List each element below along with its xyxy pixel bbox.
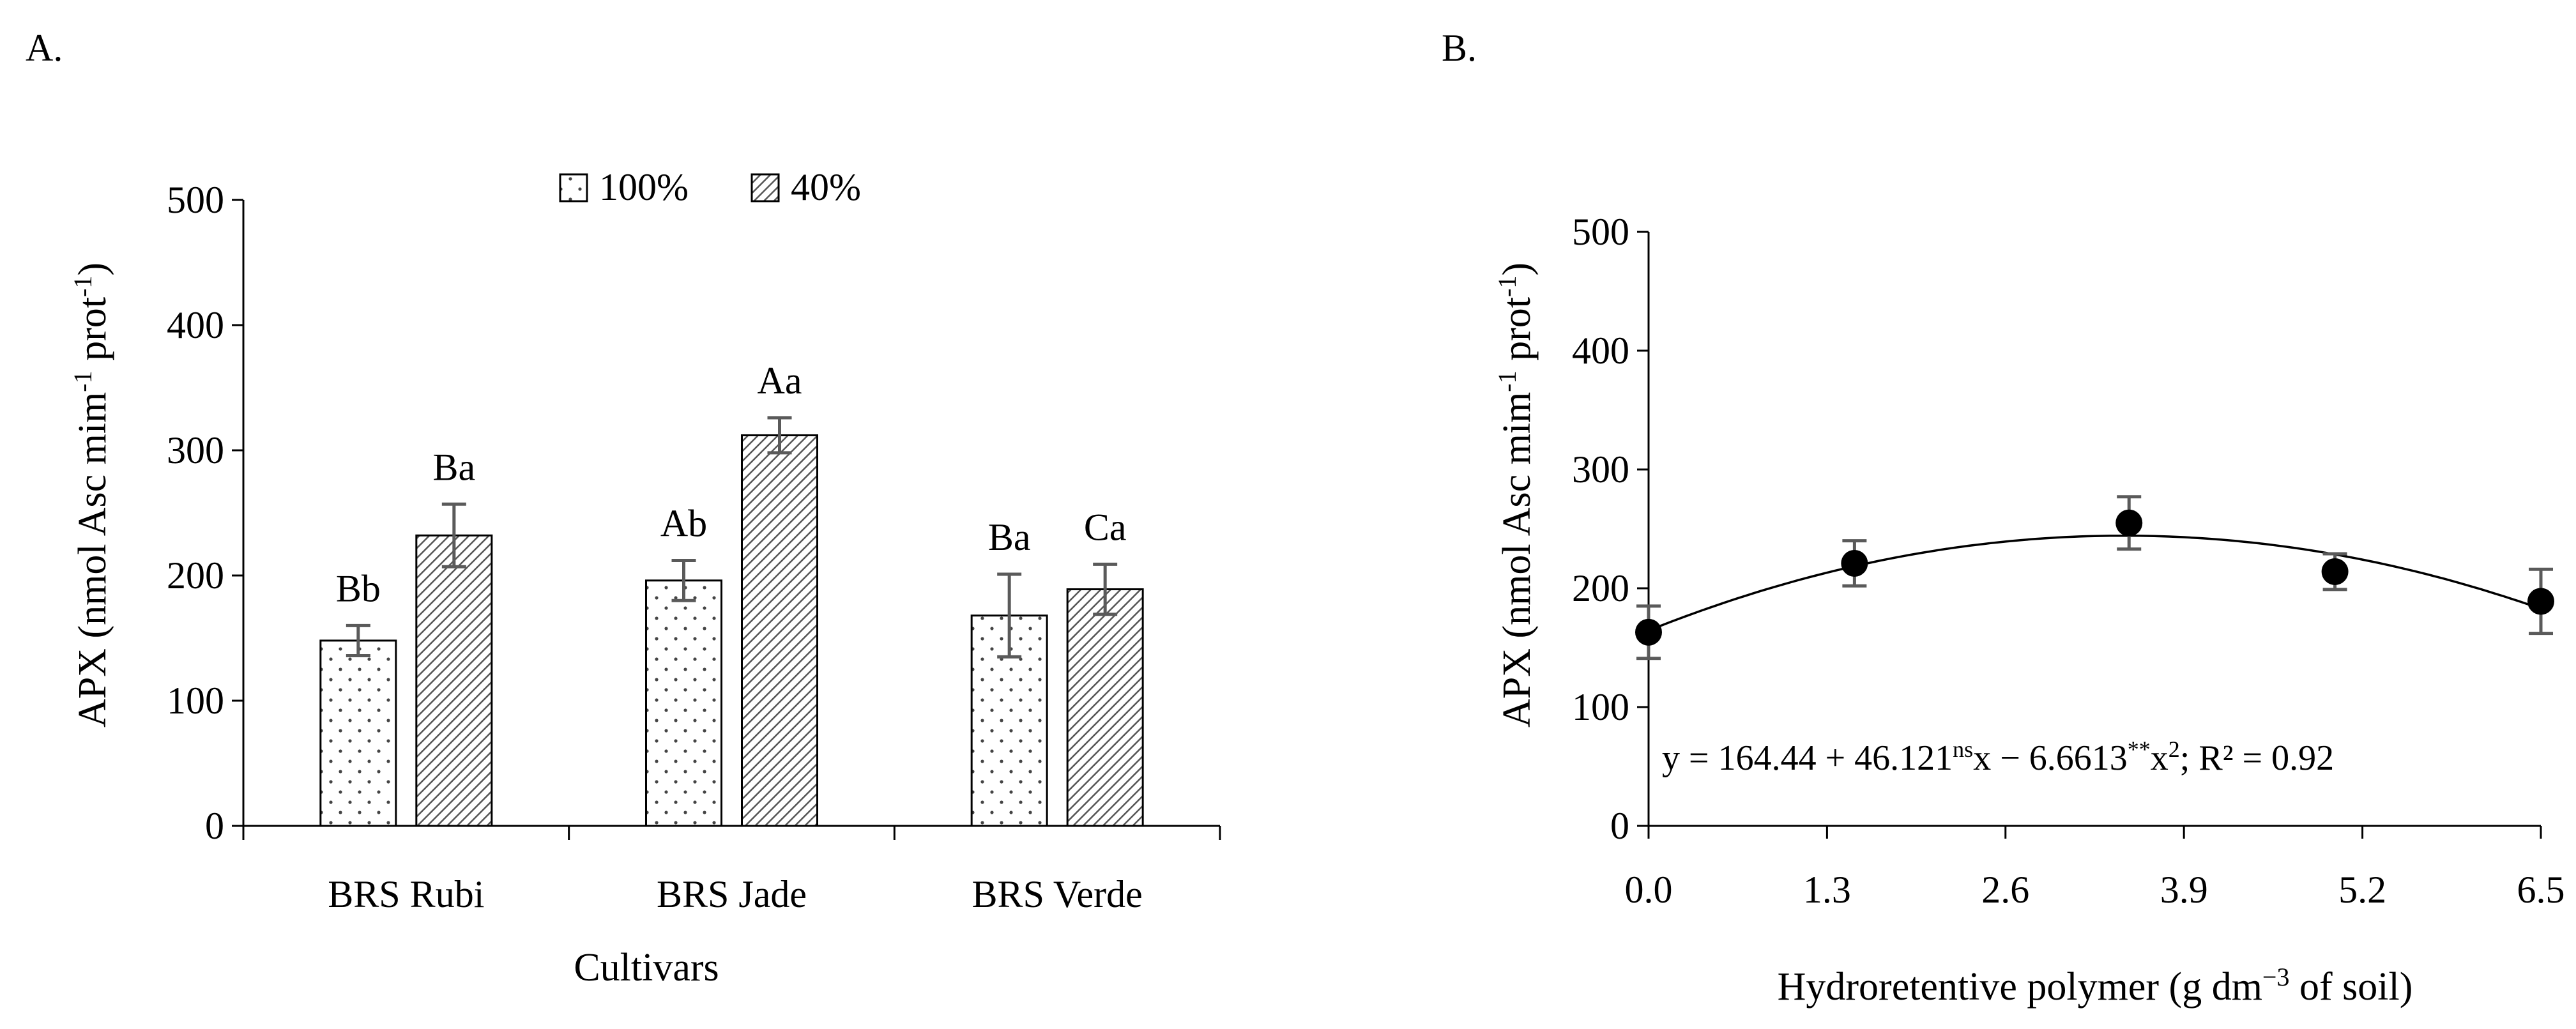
panel-a-x-axis: BRS Rubi BRS Jade BRS Verde — [242, 826, 1221, 915]
x-tick-label: 0.0 — [1625, 869, 1673, 911]
significance-letter: Ab — [660, 502, 707, 544]
data-point — [1635, 618, 1662, 646]
legend: 100% 40% — [559, 166, 861, 208]
y-tick-label: 500 — [167, 179, 224, 221]
y-tick-label: 0 — [205, 805, 224, 847]
legend-swatch-100 — [559, 173, 588, 202]
panel-b-label: B. — [1442, 27, 1477, 69]
y-tick-label: 100 — [167, 680, 224, 722]
significance-letter: Ca — [1084, 506, 1127, 548]
panel-a-x-axis-title: Cultivars — [574, 946, 719, 989]
y-tick-label: 400 — [167, 304, 224, 346]
panel-b: B. APX (nmol Asc mim-1 prot-1) 0 100 200 30… — [1442, 27, 2565, 1009]
legend-label-40: 40% — [791, 166, 861, 208]
legend-swatch-40 — [751, 173, 780, 202]
panel-b-points — [1635, 495, 2554, 660]
data-point — [2115, 509, 2143, 537]
significance-letter: Aa — [758, 360, 802, 402]
y-tick-label: 100 — [1572, 686, 1629, 728]
panel-a: A. APX (nmol Asc mim-1 prot-1) 0 100 200 30… — [26, 27, 1221, 989]
bar — [645, 579, 722, 827]
bar — [415, 534, 493, 827]
y-tick-label: 300 — [1572, 448, 1629, 491]
panel-b-x-axis-title: Hydroretentive polymer (g dm−3 of soil) — [1778, 963, 2413, 1009]
data-point — [1841, 549, 1868, 577]
x-tick-label: 5.2 — [2338, 869, 2386, 911]
panel-b-y-axis-title: APX (nmol Asc mim-1 prot-1) — [1493, 263, 1539, 728]
bar — [741, 434, 818, 827]
data-point — [2527, 588, 2554, 615]
panel-a-y-axis-title: APX (nmol Asc mim-1 prot-1) — [68, 263, 115, 728]
x-tick-label: 6.5 — [2517, 869, 2565, 911]
x-tick-label: 1.3 — [1803, 869, 1851, 911]
y-tick-label: 300 — [167, 429, 224, 471]
significance-letter: Ba — [433, 446, 476, 488]
panel-b-y-ticks: 0 100 200 300 400 500 — [1572, 211, 1649, 847]
significance-letter: Bb — [336, 567, 381, 609]
category-label: BRS Jade — [657, 873, 807, 915]
panel-a-bars: Bb Ab Ba Ba Aa Ca — [319, 360, 1144, 827]
legend-label-100: 100% — [599, 166, 689, 208]
x-tick-label: 3.9 — [2160, 869, 2208, 911]
y-tick-label: 0 — [1610, 805, 1629, 847]
panel-a-y-ticks: 0 100 200 300 400 500 — [167, 179, 243, 847]
bar — [1066, 588, 1144, 827]
panel-a-label: A. — [26, 27, 63, 69]
y-tick-label: 500 — [1572, 211, 1629, 253]
data-point — [2321, 558, 2349, 585]
y-tick-label: 200 — [167, 554, 224, 597]
bar — [319, 639, 397, 827]
category-label: BRS Rubi — [328, 873, 484, 915]
category-label: BRS Verde — [972, 873, 1143, 915]
fitted-curve — [1648, 534, 2542, 632]
significance-letter: Ba — [988, 516, 1031, 558]
y-tick-label: 400 — [1572, 330, 1629, 372]
panel-b-x-ticks: 0.0 1.3 2.6 3.9 5.2 6.5 — [1625, 826, 2565, 911]
regression-equation: y = 164.44 + 46.121nsx − 6.6613**x2; R² … — [1662, 736, 2334, 778]
x-tick-label: 2.6 — [1981, 869, 2029, 911]
y-tick-label: 200 — [1572, 567, 1629, 609]
